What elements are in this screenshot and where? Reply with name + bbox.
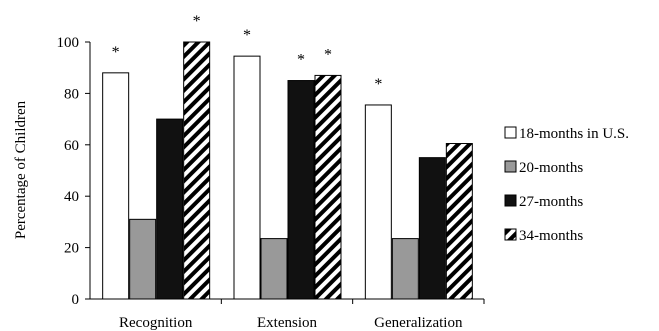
y-tick-label: 40 xyxy=(64,189,79,205)
legend-item: 27-months xyxy=(504,194,583,210)
bar xyxy=(418,157,446,300)
legend-swatch xyxy=(504,160,517,173)
legend-label: 27-months xyxy=(519,194,583,210)
significance-asterisk: * xyxy=(193,13,201,30)
y-tick-label: 60 xyxy=(64,138,79,154)
significance-asterisk: * xyxy=(324,46,332,63)
bar xyxy=(287,80,315,300)
bar xyxy=(102,72,130,300)
legend-swatch xyxy=(504,126,517,139)
y-tick-label: 20 xyxy=(64,241,79,257)
legend-label: 34-months xyxy=(519,228,583,244)
significance-asterisk: * xyxy=(374,76,382,93)
significance-asterisk: * xyxy=(112,44,120,61)
y-tick-label: 80 xyxy=(64,86,79,102)
legend-label: 20-months xyxy=(519,160,583,176)
bar xyxy=(183,41,211,300)
x-category-label: Extension xyxy=(257,315,317,331)
bar xyxy=(364,104,392,300)
legend-item: 18-months in U.S. xyxy=(504,126,629,142)
bar xyxy=(156,118,184,300)
bar xyxy=(129,218,157,300)
legend: 18-months in U.S. 20-months 27-months 34-mo… xyxy=(504,126,629,244)
significance-asterisk: * xyxy=(297,52,305,69)
y-axis: 0 20 40 60 80 100 xyxy=(57,35,91,308)
y-tick-label: 0 xyxy=(72,292,80,308)
significance-marks: * * * * * * xyxy=(112,13,383,93)
significance-asterisk: * xyxy=(243,27,251,44)
legend-item: 20-months xyxy=(504,160,583,176)
bars-group xyxy=(102,41,473,300)
bar xyxy=(445,143,473,300)
x-category-label: Generalization xyxy=(374,315,463,331)
bar xyxy=(233,55,261,300)
bar xyxy=(314,74,342,300)
legend-label: 18-months in U.S. xyxy=(519,126,629,142)
legend-swatch xyxy=(504,194,517,207)
x-axis: Recognition Extension Generalization xyxy=(90,298,485,331)
bar xyxy=(260,238,288,300)
bar xyxy=(391,238,419,300)
y-axis-title: Percentage of Children xyxy=(13,100,29,239)
legend-swatch xyxy=(504,228,517,241)
legend-item: 34-months xyxy=(504,228,583,244)
y-tick-label: 100 xyxy=(57,35,80,51)
x-category-label: Recognition xyxy=(119,315,193,331)
